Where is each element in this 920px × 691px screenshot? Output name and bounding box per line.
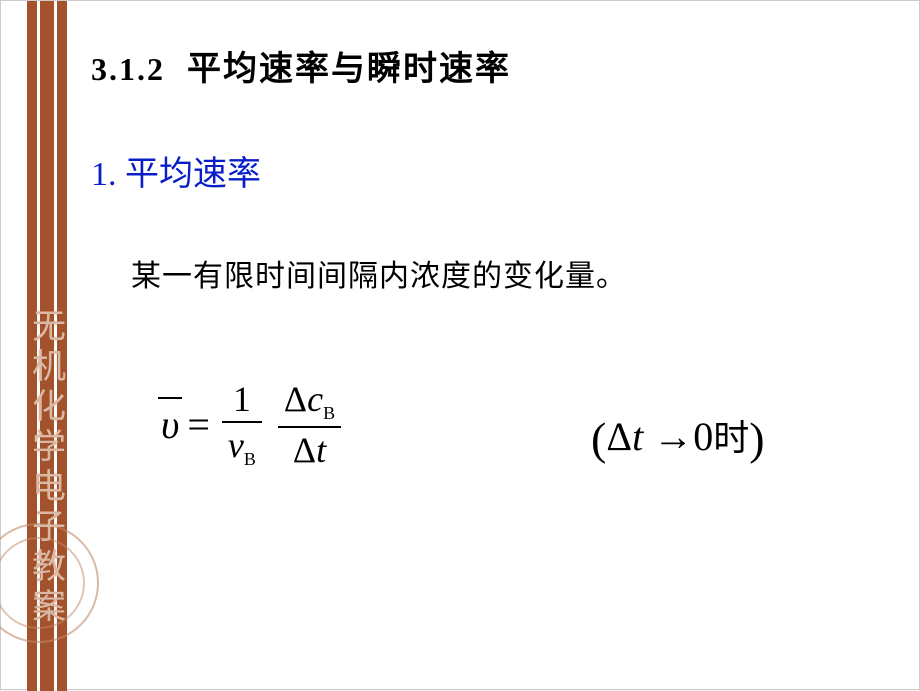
vertical-label-char: 子: [32, 511, 66, 545]
limit-delta: Δ: [606, 414, 632, 459]
equals-sign: =: [187, 401, 210, 448]
formula-row: υ = 1 νB ΔcB Δt (Δt →0时): [161, 381, 901, 521]
frac2-delta-bot: Δ: [293, 430, 316, 470]
frac2-t: t: [316, 430, 326, 470]
body-text: 某一有限时间间隔内浓度的变化量。: [131, 251, 891, 295]
sidebar-vertical-label: 无 机 化 学 电 子 教 案: [29, 311, 69, 625]
slide: 无 机 化 学 电 子 教 案 3.1.2 平均速率与瞬时速率 1. 平均速率 某…: [0, 0, 920, 690]
content-area: 3.1.2 平均速率与瞬时速率 1. 平均速率 某一有限时间间隔内浓度的变化量。: [91, 41, 891, 295]
formula-right: (Δt →0时): [591, 409, 765, 465]
section-heading: 3.1.2 平均速率与瞬时速率: [91, 41, 891, 90]
paren-open: (: [591, 413, 606, 464]
limit-t: t: [632, 414, 643, 459]
frac2-c: c: [307, 379, 323, 419]
frac2-sub: B: [323, 403, 335, 423]
frac1-denominator: νB: [222, 423, 262, 468]
frac1-numerator: 1: [227, 381, 257, 421]
vertical-label-char: 无: [32, 311, 66, 345]
fraction-1: 1 νB: [222, 381, 262, 468]
subsection-heading: 1. 平均速率: [91, 146, 891, 195]
vertical-label-char: 机: [32, 351, 66, 385]
vertical-label-char: 学: [32, 431, 66, 465]
frac1-nu: ν: [228, 425, 244, 465]
paren-close: ): [749, 413, 764, 464]
limit-arrow: →: [653, 414, 693, 459]
vertical-label-char: 化: [32, 391, 66, 425]
subsection-number: 1.: [91, 156, 117, 193]
vertical-label-char: 案: [32, 591, 66, 625]
lhs-upsilon: υ: [161, 402, 179, 447]
fraction-2: ΔcB Δt: [278, 381, 341, 468]
frac2-delta-top: Δ: [284, 379, 307, 419]
subsection-title: 平均速率: [125, 156, 261, 193]
limit-suffix: 时: [713, 418, 749, 458]
frac2-numerator: ΔcB: [278, 381, 341, 426]
formula-left: υ = 1 νB ΔcB Δt: [161, 381, 345, 468]
limit-zero: 0: [693, 414, 713, 459]
frac1-sub: B: [244, 449, 256, 469]
frac2-denominator: Δt: [287, 428, 332, 468]
lhs-symbol: υ: [161, 401, 179, 448]
section-title: 平均速率与瞬时速率: [187, 50, 511, 88]
vertical-label-char: 电: [32, 471, 66, 505]
section-number: 3.1.2: [91, 51, 165, 87]
vertical-label-char: 教: [32, 551, 66, 585]
overbar: [158, 397, 182, 399]
